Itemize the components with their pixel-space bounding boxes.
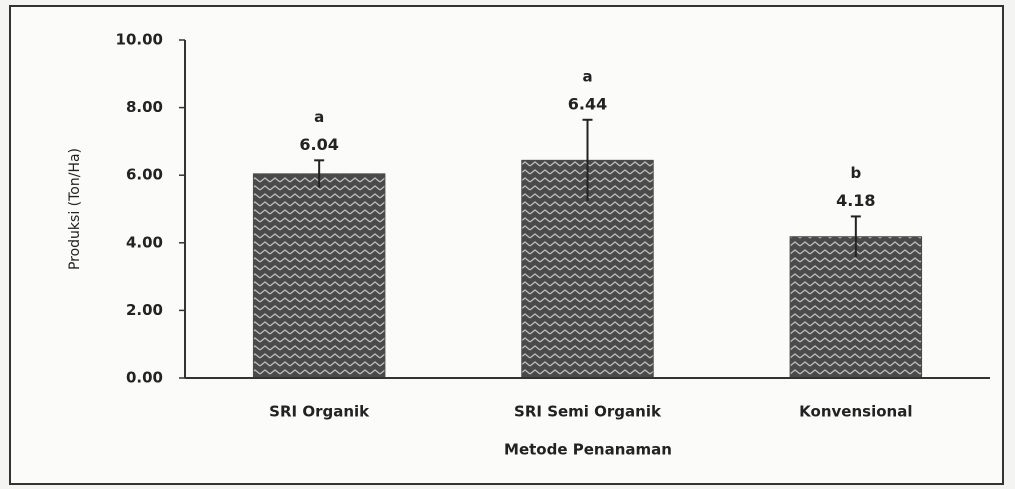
bar — [252, 173, 386, 379]
value-label: 6.44 — [568, 94, 607, 113]
bar — [789, 236, 923, 379]
y-tick-label: 0.00 — [126, 369, 163, 387]
x-tick-label: Konvensional — [799, 403, 912, 421]
significance-letter: a — [314, 108, 324, 126]
y-tick-label: 6.00 — [126, 166, 163, 184]
significance-letter: a — [582, 67, 592, 85]
x-tick-label: SRI Semi Organik — [514, 403, 662, 421]
y-tick-label: 4.00 — [126, 233, 163, 251]
value-label: 4.18 — [836, 191, 875, 210]
significance-letter: b — [850, 164, 861, 182]
x-tick-label: SRI Organik — [269, 403, 370, 421]
y-tick-label: 2.00 — [126, 301, 163, 319]
y-axis-label: Produksi (Ton/Ha) — [67, 148, 83, 270]
y-tick-label: 10.00 — [116, 31, 163, 49]
y-tick-label: 8.00 — [126, 98, 163, 116]
value-label: 6.04 — [299, 135, 338, 154]
x-axis-label: Metode Penanaman — [504, 441, 672, 459]
